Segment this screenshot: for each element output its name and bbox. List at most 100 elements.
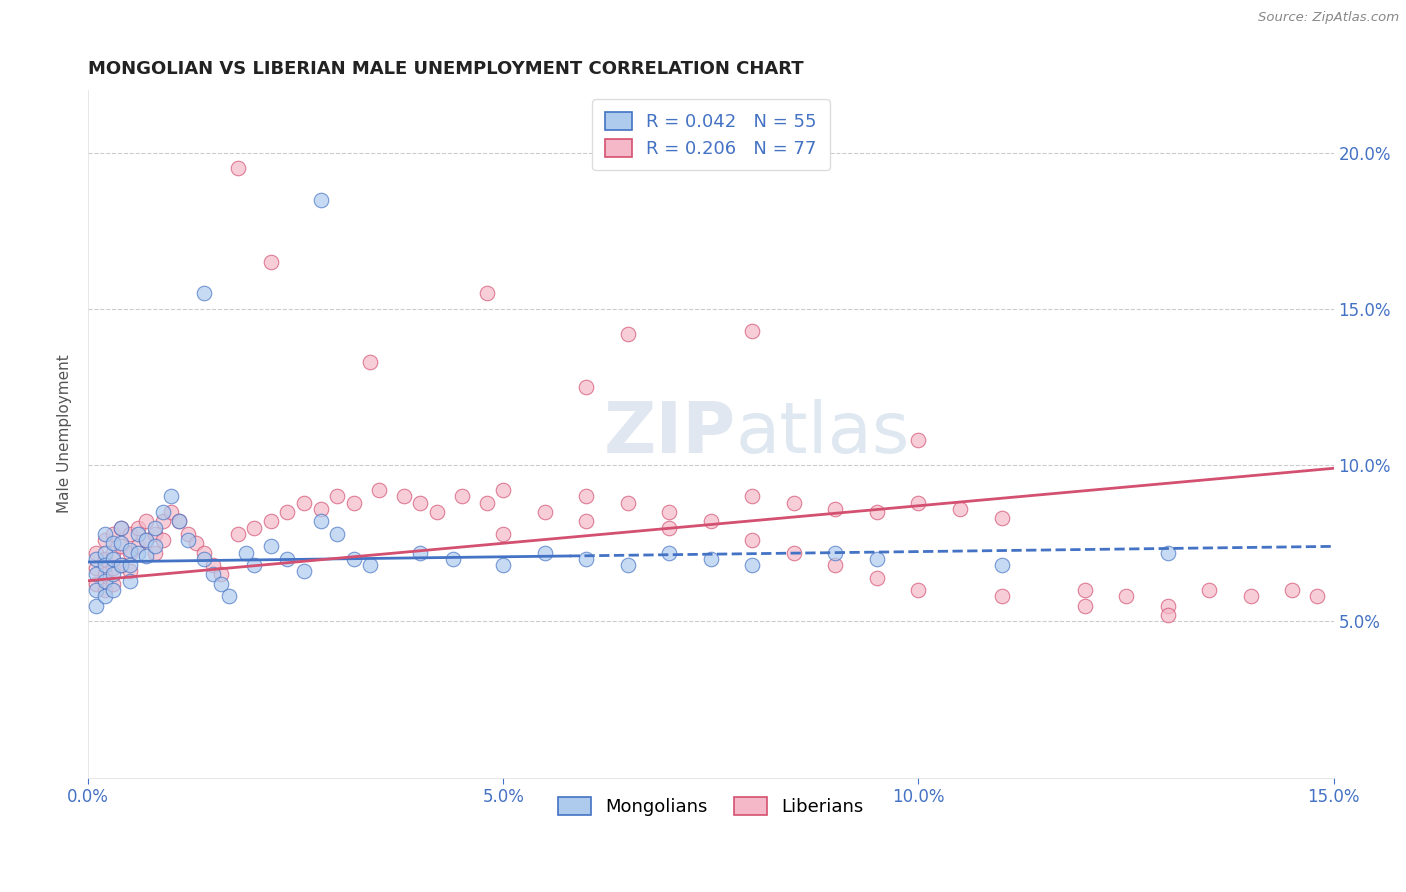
Point bbox=[127, 540, 149, 554]
Point bbox=[824, 502, 846, 516]
Point bbox=[110, 540, 132, 554]
Point bbox=[101, 577, 124, 591]
Point bbox=[94, 574, 117, 588]
Point bbox=[193, 546, 215, 560]
Point bbox=[118, 558, 141, 573]
Point bbox=[741, 533, 763, 548]
Point bbox=[343, 496, 366, 510]
Point bbox=[575, 380, 598, 394]
Point bbox=[94, 527, 117, 541]
Point bbox=[866, 571, 889, 585]
Point bbox=[309, 502, 332, 516]
Point bbox=[475, 286, 498, 301]
Point bbox=[86, 583, 108, 598]
Point bbox=[326, 527, 349, 541]
Point bbox=[118, 546, 141, 560]
Point bbox=[226, 161, 249, 176]
Point bbox=[101, 561, 124, 575]
Point bbox=[1156, 546, 1178, 560]
Legend: Mongolians, Liberians: Mongolians, Liberians bbox=[551, 789, 870, 823]
Point bbox=[700, 515, 723, 529]
Text: MONGOLIAN VS LIBERIAN MALE UNEMPLOYMENT CORRELATION CHART: MONGOLIAN VS LIBERIAN MALE UNEMPLOYMENT … bbox=[89, 60, 804, 78]
Point bbox=[86, 567, 108, 582]
Point bbox=[1115, 590, 1137, 604]
Point bbox=[907, 496, 929, 510]
Point bbox=[426, 505, 449, 519]
Point bbox=[260, 515, 283, 529]
Point bbox=[292, 496, 315, 510]
Point bbox=[990, 558, 1012, 573]
Point bbox=[276, 552, 298, 566]
Point bbox=[443, 552, 465, 566]
Point bbox=[409, 496, 432, 510]
Point bbox=[152, 505, 174, 519]
Point bbox=[783, 496, 806, 510]
Point bbox=[409, 546, 432, 560]
Text: ZIP: ZIP bbox=[603, 400, 735, 468]
Point bbox=[201, 558, 224, 573]
Point bbox=[94, 558, 117, 573]
Point bbox=[152, 515, 174, 529]
Point bbox=[990, 590, 1012, 604]
Y-axis label: Male Unemployment: Male Unemployment bbox=[58, 354, 72, 513]
Point bbox=[160, 505, 183, 519]
Point bbox=[218, 590, 240, 604]
Point bbox=[1156, 599, 1178, 613]
Point bbox=[201, 567, 224, 582]
Point bbox=[169, 515, 191, 529]
Point bbox=[1156, 608, 1178, 623]
Point bbox=[86, 546, 108, 560]
Point bbox=[575, 489, 598, 503]
Point bbox=[110, 521, 132, 535]
Point bbox=[492, 558, 515, 573]
Point bbox=[658, 521, 681, 535]
Point bbox=[94, 533, 117, 548]
Point bbox=[260, 255, 283, 269]
Point bbox=[741, 324, 763, 338]
Point bbox=[235, 546, 257, 560]
Point bbox=[824, 558, 846, 573]
Point bbox=[110, 558, 132, 573]
Point bbox=[94, 590, 117, 604]
Point bbox=[450, 489, 472, 503]
Point bbox=[359, 355, 381, 369]
Point bbox=[617, 558, 640, 573]
Point bbox=[575, 552, 598, 566]
Point bbox=[143, 527, 166, 541]
Point bbox=[700, 552, 723, 566]
Point bbox=[1073, 583, 1095, 598]
Point bbox=[741, 489, 763, 503]
Point bbox=[326, 489, 349, 503]
Point bbox=[309, 193, 332, 207]
Point bbox=[86, 552, 108, 566]
Point bbox=[94, 583, 117, 598]
Point bbox=[1281, 583, 1303, 598]
Point bbox=[309, 515, 332, 529]
Point bbox=[193, 552, 215, 566]
Point bbox=[143, 540, 166, 554]
Point bbox=[243, 521, 266, 535]
Point bbox=[135, 533, 157, 548]
Point bbox=[866, 505, 889, 519]
Point bbox=[94, 546, 117, 560]
Point bbox=[143, 521, 166, 535]
Point bbox=[209, 567, 232, 582]
Point bbox=[276, 505, 298, 519]
Point bbox=[101, 527, 124, 541]
Point bbox=[534, 546, 557, 560]
Point bbox=[617, 326, 640, 341]
Point bbox=[101, 536, 124, 550]
Point bbox=[110, 558, 132, 573]
Point bbox=[184, 536, 207, 550]
Point bbox=[101, 546, 124, 560]
Point bbox=[135, 515, 157, 529]
Point bbox=[392, 489, 415, 503]
Point bbox=[359, 558, 381, 573]
Point bbox=[658, 505, 681, 519]
Point bbox=[94, 552, 117, 566]
Point bbox=[534, 505, 557, 519]
Point bbox=[101, 583, 124, 598]
Text: Source: ZipAtlas.com: Source: ZipAtlas.com bbox=[1258, 11, 1399, 24]
Point bbox=[658, 546, 681, 560]
Point bbox=[1239, 590, 1261, 604]
